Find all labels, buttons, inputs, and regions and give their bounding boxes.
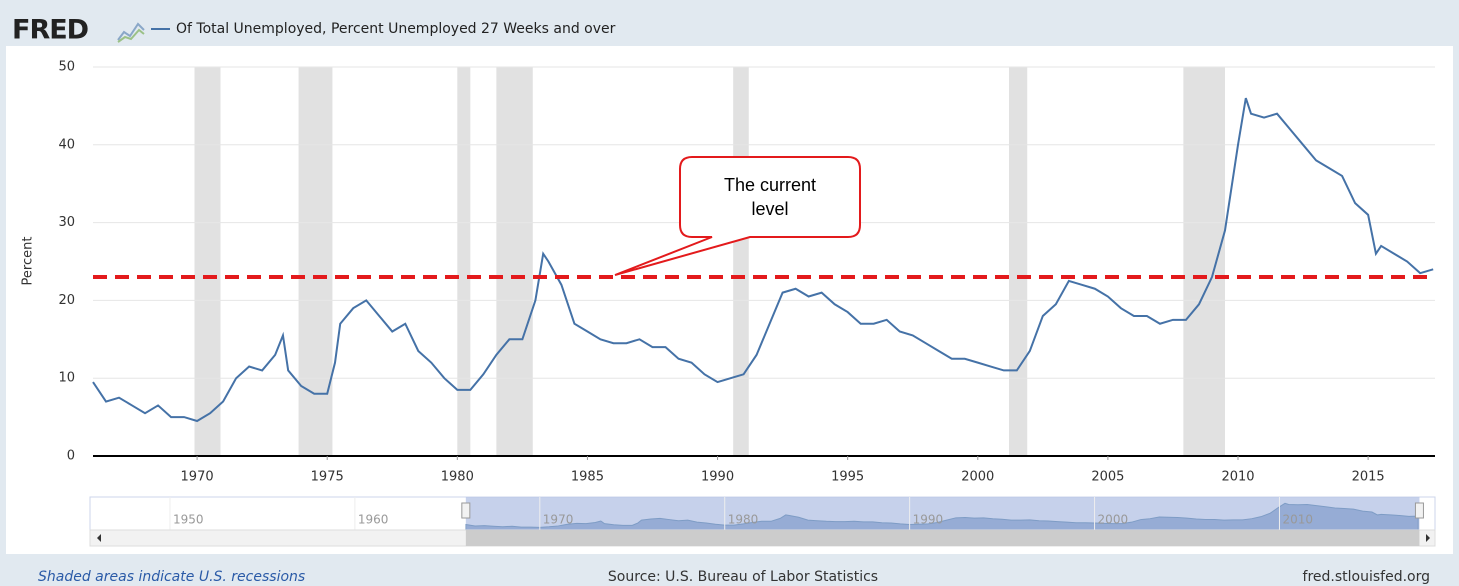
callout-box: [614, 156, 861, 277]
recession-band: [733, 67, 749, 456]
series-line: [92, 97, 1434, 423]
y-tick-label: 40: [58, 137, 75, 152]
navigator-area: [465, 502, 1419, 531]
navigator-handle[interactable]: [1414, 502, 1424, 519]
scrollbar-thumb[interactable]: [465, 530, 1420, 546]
footer-site[interactable]: fred.stlouisfed.org: [1303, 569, 1430, 585]
navigator-tick-label: 2000: [1098, 513, 1129, 527]
recession-band: [298, 67, 333, 456]
y-tick-label: 10: [58, 371, 75, 386]
recession-band: [194, 67, 221, 456]
y-tick-label: 30: [58, 215, 75, 230]
navigator-tick-label: 1960: [358, 513, 389, 527]
x-tick-label: 1990: [701, 470, 734, 485]
navigator-tick-label: 1990: [913, 513, 944, 527]
logo-icon: [117, 22, 145, 41]
x-tick-label: 1980: [441, 470, 474, 485]
legend-label: Of Total Unemployed, Percent Unemployed …: [176, 21, 616, 37]
logo: FRED: [12, 15, 88, 46]
x-tick-label: 1975: [311, 470, 344, 485]
footer-note[interactable]: Shaded areas indicate U.S. recessions: [38, 569, 305, 585]
recession-band: [457, 67, 471, 456]
x-tick-label: 2010: [1221, 470, 1254, 485]
x-tick-label: 1985: [571, 470, 604, 485]
x-tick-label: 1970: [181, 470, 214, 485]
recession-band: [496, 67, 533, 456]
y-tick-label: 50: [58, 60, 75, 75]
logo-icon: [117, 28, 145, 43]
navigator-tick-label: 1970: [543, 513, 574, 527]
annotation: The current level: [723, 175, 817, 219]
recession-band: [1183, 67, 1225, 456]
navigator-tick-label: 2010: [1282, 513, 1313, 527]
scrollbar-arrow-right: [1426, 534, 1430, 542]
y-tick-label: 0: [67, 449, 75, 464]
scrollbar-arrow-left: [97, 534, 101, 542]
footer-source: Source: U.S. Bureau of Labor Statistics: [608, 569, 878, 585]
x-tick-label: 1995: [831, 470, 864, 485]
x-tick-label: 2005: [1091, 470, 1124, 485]
y-axis-label: Percent: [21, 237, 36, 286]
recession-band: [1009, 67, 1028, 456]
navigator-tick-label: 1980: [728, 513, 759, 527]
x-tick-label: 2015: [1352, 470, 1385, 485]
navigator-tick-label: 1950: [173, 513, 204, 527]
navigator-handle[interactable]: [461, 502, 471, 519]
x-tick-label: 2000: [961, 470, 994, 485]
y-tick-label: 20: [58, 293, 75, 308]
